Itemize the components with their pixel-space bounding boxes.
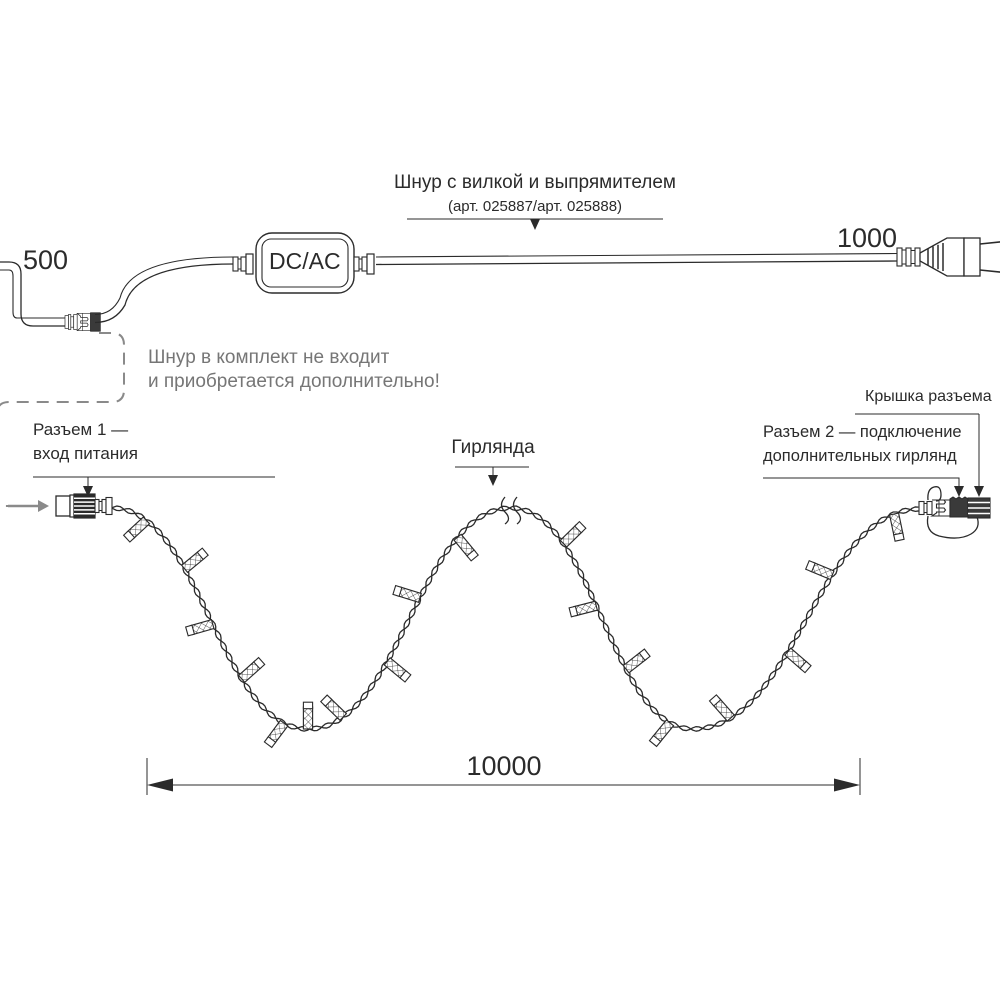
svg-text:дополнительных гирлянд: дополнительных гирлянд: [763, 447, 957, 465]
svg-text:(арт. 025887/арт. 025888): (арт. 025887/арт. 025888): [448, 198, 622, 215]
svg-text:Гирлянда: Гирлянда: [451, 437, 535, 458]
svg-text:500: 500: [23, 245, 68, 275]
svg-text:1000: 1000: [837, 223, 897, 253]
svg-text:Шнур в комплект не входит: Шнур в комплект не входит: [148, 347, 390, 368]
svg-text:10000: 10000: [466, 751, 541, 781]
svg-text:Крышка разъема: Крышка разъема: [865, 388, 992, 405]
svg-text:DC/AC: DC/AC: [269, 248, 341, 274]
svg-text:вход питания: вход питания: [33, 444, 138, 463]
svg-text:Разъем 2 — подключение: Разъем 2 — подключение: [763, 423, 962, 441]
svg-text:и приобретается дополнительно!: и приобретается дополнительно!: [148, 371, 440, 392]
svg-text:Шнур с вилкой и выпрямителем: Шнур с вилкой и выпрямителем: [394, 172, 676, 193]
svg-text:Разъем 1 —: Разъем 1 —: [33, 420, 128, 439]
